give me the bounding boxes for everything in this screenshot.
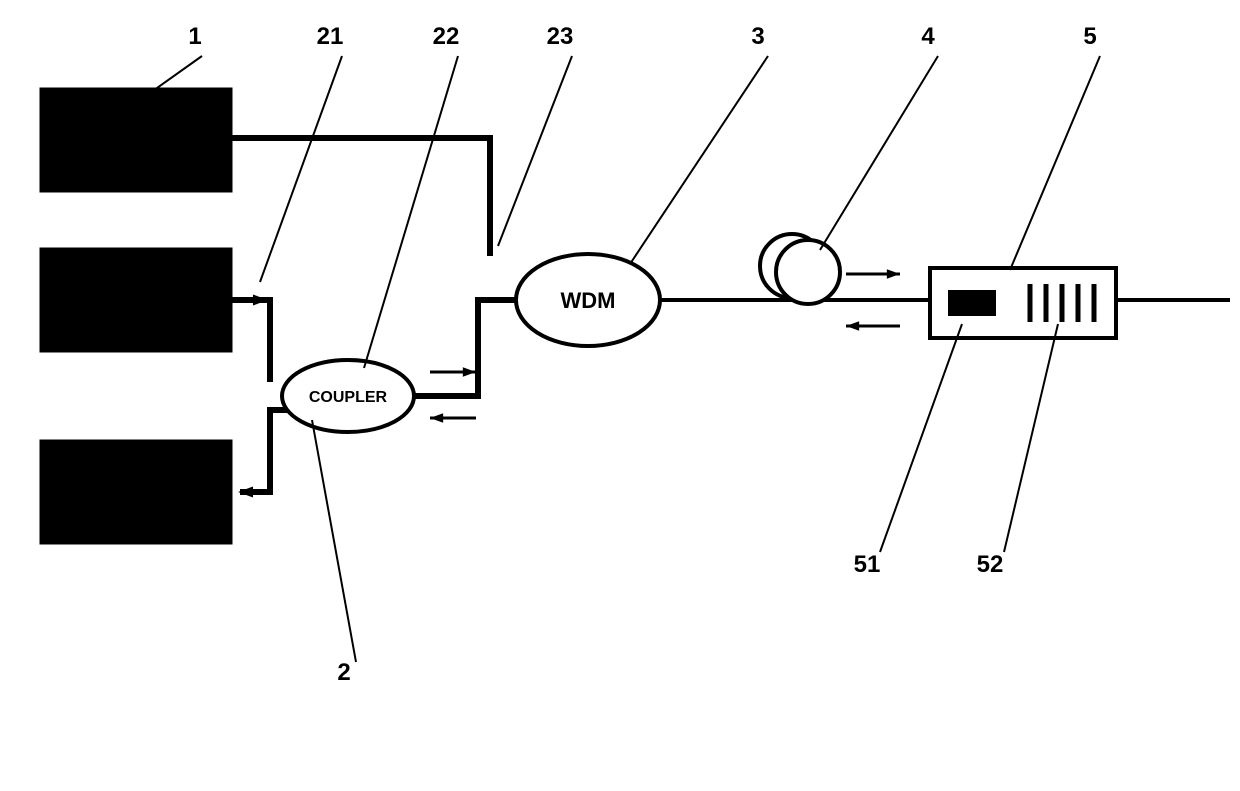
block-bot xyxy=(40,440,232,544)
leader-3 xyxy=(630,56,768,264)
leader-22 xyxy=(364,56,458,368)
block-mid xyxy=(40,248,232,352)
wdm-label: WDM xyxy=(561,288,616,313)
label-4: 4 xyxy=(921,23,935,50)
leader-23 xyxy=(498,56,572,246)
wire-coupler-to-wdm xyxy=(408,300,520,396)
wire-coupler-to-bot xyxy=(240,410,294,492)
device-inner-block xyxy=(948,290,996,316)
leader-52 xyxy=(1004,324,1058,552)
wire-mid-to-coupler xyxy=(232,300,270,382)
leader-4 xyxy=(820,56,938,250)
label-3: 3 xyxy=(751,23,764,50)
leader-2 xyxy=(312,420,356,662)
label-52: 52 xyxy=(977,551,1004,578)
coupler-label: COUPLER xyxy=(309,389,388,406)
label-23: 23 xyxy=(547,23,574,50)
label-21: 21 xyxy=(317,23,344,50)
label-2: 2 xyxy=(337,659,350,686)
label-51: 51 xyxy=(854,551,881,578)
leader-21 xyxy=(260,56,342,282)
label-22: 22 xyxy=(433,23,460,50)
label-1: 1 xyxy=(188,23,201,50)
label-5: 5 xyxy=(1083,23,1096,50)
leader-5 xyxy=(1010,56,1100,270)
wire-top-to-wdm xyxy=(232,138,490,256)
leader-51 xyxy=(880,324,962,552)
